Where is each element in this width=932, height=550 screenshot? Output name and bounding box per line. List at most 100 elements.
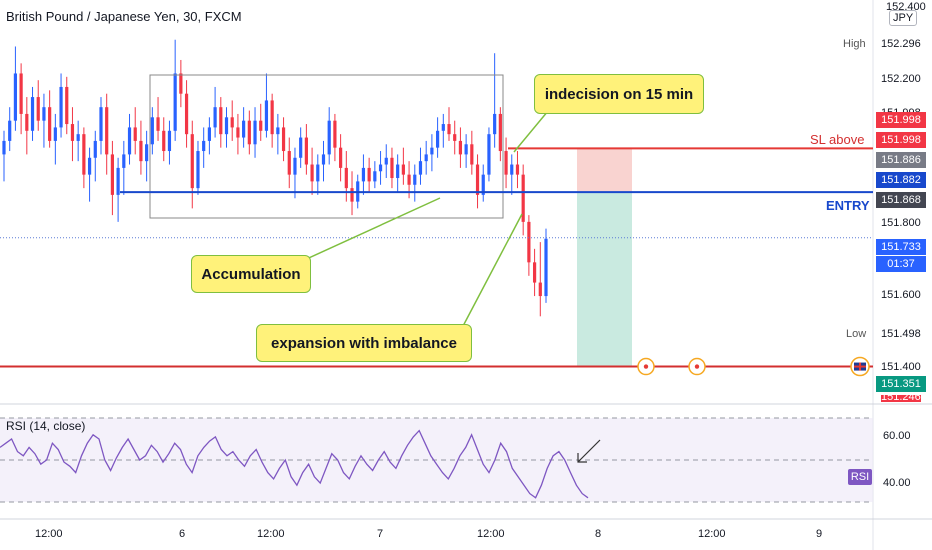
candle-body bbox=[527, 221, 531, 263]
entry-label: ENTRY bbox=[826, 198, 870, 213]
candle-body bbox=[344, 167, 348, 189]
candle-body bbox=[321, 154, 326, 165]
time-label-3: 12:00 bbox=[257, 528, 285, 540]
price-tick-bottom: 151.246 bbox=[881, 395, 921, 402]
candle-body bbox=[242, 120, 246, 138]
low-label: Low bbox=[846, 328, 867, 340]
candle-body bbox=[202, 140, 206, 152]
candle-body bbox=[162, 130, 166, 152]
candle-body bbox=[150, 117, 154, 145]
candle-body bbox=[327, 120, 331, 155]
currency-badge[interactable]: JPY bbox=[889, 10, 918, 26]
candle-body bbox=[441, 124, 445, 131]
candle-body bbox=[36, 97, 40, 121]
candle-body bbox=[259, 120, 263, 131]
candle-body bbox=[253, 120, 257, 145]
event-marker-dot bbox=[643, 364, 649, 369]
time-label-5: 12:00 bbox=[477, 528, 505, 540]
candle-body bbox=[264, 100, 269, 131]
candle-body bbox=[470, 144, 474, 165]
rsi-line bbox=[0, 429, 589, 499]
accumulation-box bbox=[149, 74, 504, 219]
time-label-2: 6 bbox=[179, 528, 186, 540]
candle-body bbox=[407, 174, 411, 185]
candle-body bbox=[48, 107, 52, 141]
candle-body bbox=[316, 164, 320, 182]
candle-body bbox=[287, 151, 291, 175]
rsi-arrow-shaft bbox=[577, 439, 601, 463]
candle-body bbox=[521, 174, 525, 222]
candle-body bbox=[190, 134, 194, 189]
candle-body bbox=[13, 73, 18, 121]
callout-expansion[interactable]: expansion with imbalance bbox=[256, 324, 472, 362]
candle-body bbox=[373, 171, 377, 182]
candle-body bbox=[184, 93, 189, 135]
rsi-arrow-head bbox=[577, 453, 587, 463]
candle-body bbox=[367, 167, 371, 182]
candle-body bbox=[270, 100, 274, 135]
candle-body bbox=[116, 167, 120, 195]
candle-body bbox=[350, 188, 354, 202]
take-profit-zone bbox=[577, 192, 632, 367]
candle-body bbox=[504, 151, 508, 175]
candle-body bbox=[59, 86, 63, 128]
candle-body bbox=[413, 174, 417, 185]
target-price-badge: 151.351 bbox=[876, 376, 926, 392]
candle-body bbox=[65, 86, 69, 125]
candle-body bbox=[247, 120, 251, 145]
candle-body bbox=[310, 164, 314, 182]
candle-body bbox=[538, 282, 542, 297]
candle-body bbox=[464, 144, 468, 155]
sl-label: SL above bbox=[810, 132, 865, 147]
last-price-badge: 151.733 bbox=[876, 239, 926, 255]
candle-body bbox=[145, 144, 149, 162]
countdown-badge: 01:37 bbox=[876, 256, 926, 272]
pointer-expansion bbox=[461, 213, 523, 329]
sl-price-badge-2: 151.998 bbox=[876, 132, 926, 148]
candlestick-series bbox=[2, 39, 548, 317]
candle-body bbox=[544, 238, 548, 297]
candle-body bbox=[418, 161, 423, 175]
candle-body bbox=[299, 137, 303, 158]
sl-price-badge: 151.998 bbox=[876, 112, 926, 128]
candle-body bbox=[224, 117, 229, 135]
candle-body bbox=[532, 262, 537, 283]
price-tick-3: 151.600 bbox=[881, 289, 921, 301]
candle-body bbox=[481, 174, 485, 195]
time-label-7: 12:00 bbox=[698, 528, 726, 540]
entry-price-badge: 151.882 bbox=[876, 172, 926, 188]
candle-body bbox=[487, 134, 491, 175]
stop-loss-zone bbox=[577, 148, 632, 193]
candle-body bbox=[378, 164, 383, 172]
candle-body bbox=[401, 164, 405, 175]
rsi-tick-40: 40.00 bbox=[883, 477, 911, 489]
symbol-title: British Pound / Japanese Yen, 30, FXCM bbox=[6, 9, 242, 24]
time-label-4: 7 bbox=[377, 528, 384, 540]
candle-body bbox=[510, 164, 514, 175]
candle-body bbox=[276, 127, 280, 135]
candle-body bbox=[167, 130, 172, 152]
price-tick-1: 152.200 bbox=[881, 73, 921, 85]
candle-body bbox=[333, 120, 337, 148]
time-label-8: 9 bbox=[816, 528, 823, 540]
pointer-indecision bbox=[513, 110, 549, 153]
candle-body bbox=[82, 134, 86, 175]
candle-body bbox=[156, 117, 160, 131]
candle-body bbox=[458, 140, 463, 155]
callout-indecision[interactable]: indecision on 15 min bbox=[534, 74, 704, 114]
trade-zones bbox=[577, 148, 632, 367]
candle-body bbox=[8, 120, 12, 141]
candle-body bbox=[515, 164, 520, 175]
high-value: 152.296 bbox=[881, 38, 921, 50]
candle-body bbox=[436, 130, 440, 148]
candle-body bbox=[293, 157, 297, 175]
rsi-pane[interactable] bbox=[0, 417, 873, 503]
candle-body bbox=[2, 140, 6, 155]
callout-accumulation[interactable]: Accumulation bbox=[191, 255, 311, 293]
candle-body bbox=[99, 107, 103, 141]
price-tick-2: 151.800 bbox=[881, 217, 921, 229]
candle-body bbox=[127, 127, 132, 155]
high-label: High bbox=[843, 38, 866, 50]
candle-body bbox=[207, 127, 211, 141]
rsi-tick-60: 60.00 bbox=[883, 430, 911, 442]
